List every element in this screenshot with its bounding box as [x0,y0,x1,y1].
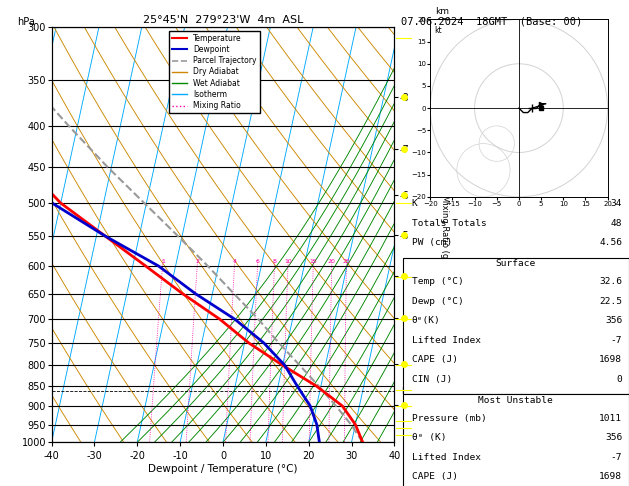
Text: 32.6: 32.6 [599,277,622,286]
Text: 10: 10 [284,259,292,264]
Text: Surface: Surface [496,259,536,268]
Bar [403,258,629,394]
Text: 1: 1 [161,259,165,264]
Text: 1698: 1698 [599,472,622,481]
Text: Lifted Index: Lifted Index [411,453,481,462]
Title: 25°45'N  279°23'W  4m  ASL: 25°45'N 279°23'W 4m ASL [143,15,303,25]
Text: θᵉ (K): θᵉ (K) [411,433,446,442]
Text: 25: 25 [343,259,350,264]
Text: 356: 356 [605,316,622,325]
Y-axis label: Mixing Ratio (g/kg): Mixing Ratio (g/kg) [440,195,448,274]
Text: Most Unstable: Most Unstable [479,396,553,405]
Text: Totals Totals: Totals Totals [411,219,486,228]
Text: -7: -7 [611,453,622,462]
Text: 6: 6 [256,259,260,264]
Text: 07.06.2024  18GMT  (Base: 00): 07.06.2024 18GMT (Base: 00) [401,16,582,26]
Text: 4: 4 [233,259,237,264]
Text: Dewp (°C): Dewp (°C) [411,297,464,306]
Text: 0: 0 [616,375,622,384]
Text: 4.56: 4.56 [599,238,622,247]
Text: Pressure (mb): Pressure (mb) [411,414,486,423]
Text: 15: 15 [309,259,317,264]
Text: 22.5: 22.5 [599,297,622,306]
Text: kt: kt [435,26,442,35]
Text: Temp (°C): Temp (°C) [411,277,464,286]
Text: Lifted Index: Lifted Index [411,336,481,345]
Text: hPa: hPa [18,17,35,27]
Text: CAPE (J): CAPE (J) [411,472,458,481]
X-axis label: Dewpoint / Temperature (°C): Dewpoint / Temperature (°C) [148,464,298,474]
Text: 2: 2 [196,259,199,264]
Text: LCL: LCL [401,386,416,396]
Text: 1698: 1698 [599,355,622,364]
Text: CIN (J): CIN (J) [411,375,452,384]
Text: K: K [411,199,418,208]
Text: -7: -7 [611,336,622,345]
Text: 1011: 1011 [599,414,622,423]
Text: CAPE (J): CAPE (J) [411,355,458,364]
Legend: Temperature, Dewpoint, Parcel Trajectory, Dry Adiabat, Wet Adiabat, Isotherm, Mi: Temperature, Dewpoint, Parcel Trajectory… [169,31,260,113]
Text: 34: 34 [611,199,622,208]
Text: 20: 20 [328,259,336,264]
Bar [403,394,629,486]
Text: 356: 356 [605,433,622,442]
Text: 8: 8 [273,259,277,264]
Text: km
ASL: km ASL [435,7,452,27]
Text: θᵉ(K): θᵉ(K) [411,316,440,325]
Text: 48: 48 [611,219,622,228]
Text: PW (cm): PW (cm) [411,238,452,247]
